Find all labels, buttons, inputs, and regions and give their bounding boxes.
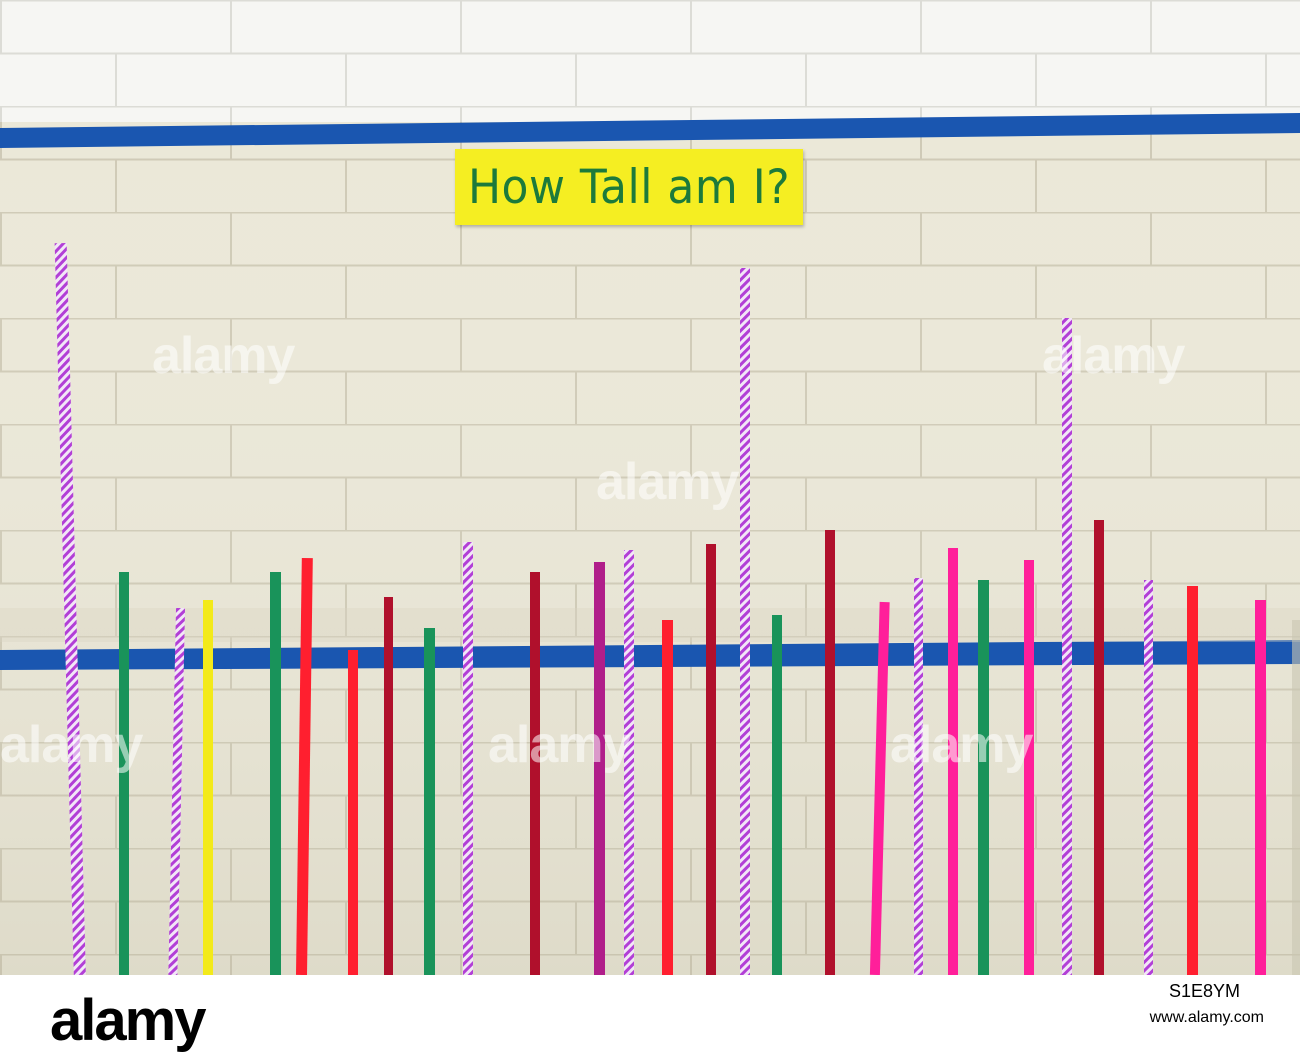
footer-bar: alamy S1E8YM www.alamy.com [0,975,1300,1064]
stock-id: S1E8YM [1168,981,1240,1001]
alamy-logo: alamy [50,988,206,1053]
height-tape-strips [54,242,1266,975]
sign-text: How Tall am I? [467,159,791,215]
how-tall-sign: How Tall am I? [455,149,803,225]
photo: How Tall am I? alamy alamy alamy alamy a… [0,0,1300,975]
credit-url: www.alamy.com [1149,1009,1264,1026]
wall-scene [0,0,1300,975]
